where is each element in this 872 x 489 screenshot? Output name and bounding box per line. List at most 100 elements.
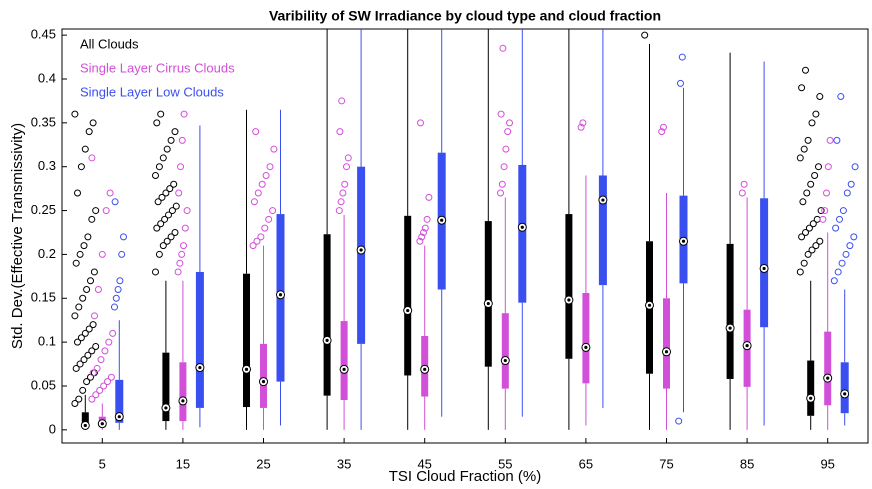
box [565,214,573,359]
y-tick-label: 0.3 [38,158,56,173]
outlier [100,382,108,390]
x-tick-label: 5 [99,456,106,471]
outlier [178,136,186,144]
outlier [154,198,162,206]
outlier [423,215,431,223]
outlier [114,286,122,294]
outlier [105,338,113,346]
y-tick-label: 0.05 [31,377,56,392]
outlier [337,198,345,206]
outlier [76,250,84,258]
outlier [89,369,97,377]
x-tick-label: 25 [256,456,270,471]
outlier [838,259,846,267]
outlier [80,356,88,364]
outlier [812,242,820,250]
outlier [162,189,170,197]
x-tick-label: 75 [659,456,673,471]
outlier [157,110,165,118]
outlier [101,347,109,355]
median-dot [486,301,490,306]
median-dot [244,367,249,371]
x-tick-label: 95 [820,456,834,471]
y-tick-label: 0.35 [31,114,56,129]
outlier [167,136,175,144]
x-tick-label: 35 [337,456,351,471]
median-dot [503,358,507,363]
box [404,215,412,376]
outlier [158,193,166,201]
outlier [819,215,827,223]
outlier [502,145,510,153]
outlier [421,224,429,232]
outlier [738,189,746,197]
outlier [77,334,85,342]
outlier [497,189,504,197]
y-tick-label: 0.45 [31,27,56,42]
outlier [109,329,117,337]
outlier [71,400,79,408]
outlier [270,145,278,153]
outlier [796,268,804,276]
outlier [675,417,683,425]
outlier [178,250,186,258]
outlier [249,242,257,250]
x-tick-label: 45 [417,456,431,471]
outlier [808,246,816,254]
legend-label: Single Layer Low Clouds [80,84,224,99]
outlier [85,128,93,136]
y-axis-label: Std. Dev.(Effective Transmissivity) [9,123,26,349]
outlier [153,224,161,232]
outlier [170,180,178,188]
outlier [832,224,840,232]
outlier [266,163,274,171]
outlier [92,391,100,399]
outlier [72,364,80,372]
outlier [846,242,854,250]
outlier [833,136,841,144]
outlier [161,215,169,223]
y-tick-label: 0.4 [38,70,56,85]
outlier [250,198,258,206]
legend-label: Single Layer Cirrus Clouds [80,60,235,75]
median-dot [100,422,104,426]
median-dot [745,344,749,348]
box [501,313,509,389]
outlier [269,207,277,215]
median-dot [809,396,813,400]
box [518,164,527,303]
outlier [183,207,191,215]
legend-label: All Clouds [80,36,139,51]
outlier [658,128,666,136]
outlier [335,207,343,215]
x-tick-label: 55 [498,456,512,471]
outlier [796,154,804,162]
outlier [344,154,352,162]
outlier [84,351,92,359]
outlier [253,237,261,245]
box [840,362,849,414]
outlier [815,163,822,171]
y-tick-label: 0.15 [31,290,56,305]
outlier [343,163,350,171]
outlier [120,233,127,241]
outlier [97,356,105,364]
outlier [418,233,426,241]
outlier [805,224,813,232]
box [260,343,267,408]
outlier [92,207,100,215]
outlier [811,171,819,179]
outlier [341,180,349,188]
outlier [71,110,79,118]
outlier [174,268,182,276]
outlier [92,343,100,351]
plot-frame [61,28,869,444]
outlier [157,220,165,228]
outlier [88,395,96,403]
outlier [254,189,262,197]
outlier [172,202,180,210]
outlier [118,250,126,258]
box [663,298,670,389]
